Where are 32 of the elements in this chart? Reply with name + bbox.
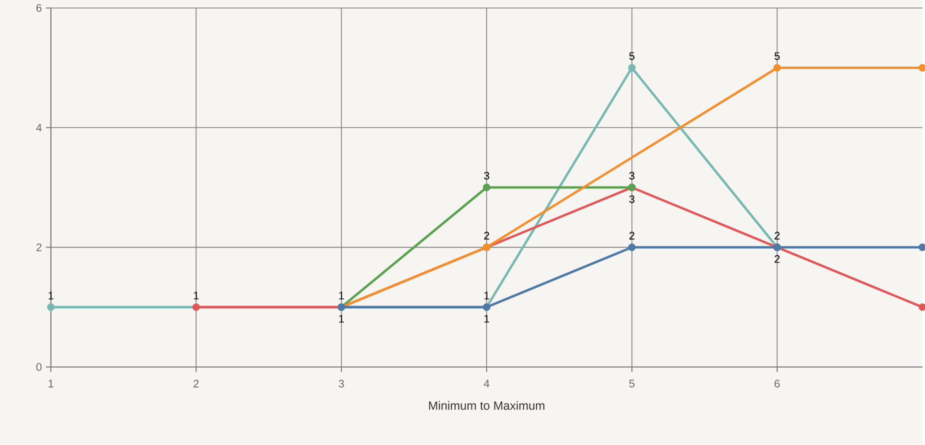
data-label: 5 — [774, 52, 780, 60]
point — [47, 303, 55, 312]
data-label: 1 — [484, 315, 490, 323]
data-label: 2 — [484, 232, 490, 240]
data-label: 3 — [629, 195, 634, 204]
point — [192, 303, 200, 312]
x-tick-label: 3 — [338, 380, 344, 388]
data-label: 1 — [48, 292, 54, 300]
data-label: 2 — [774, 232, 780, 240]
point — [628, 244, 636, 252]
data-label: 3 — [484, 172, 490, 180]
y-tick-label: 2 — [36, 244, 42, 252]
x-axis-title: Minimum to Maximum — [429, 401, 544, 410]
y-tick-label: 6 — [36, 4, 42, 12]
x-tick-label: 6 — [774, 380, 780, 388]
data-label: 1 — [194, 292, 199, 300]
x-tick-label: 2 — [194, 380, 199, 388]
data-label: 2 — [629, 232, 634, 240]
x-tick-label: 5 — [629, 380, 634, 388]
data-label: 1 — [484, 292, 490, 300]
x-tick-label: 1 — [48, 380, 54, 388]
data-label: 2 — [774, 255, 780, 263]
x-tick-label: 4 — [484, 380, 490, 388]
point — [482, 184, 490, 192]
data-label: 1 — [339, 292, 344, 300]
data-label: 5 — [629, 52, 634, 60]
point — [628, 64, 636, 72]
data-label: 1 — [339, 315, 344, 323]
data-label: 3 — [629, 172, 634, 180]
point — [773, 64, 781, 72]
y-tick-label: 4 — [36, 124, 42, 132]
y-tick-label: 0 — [36, 363, 42, 371]
